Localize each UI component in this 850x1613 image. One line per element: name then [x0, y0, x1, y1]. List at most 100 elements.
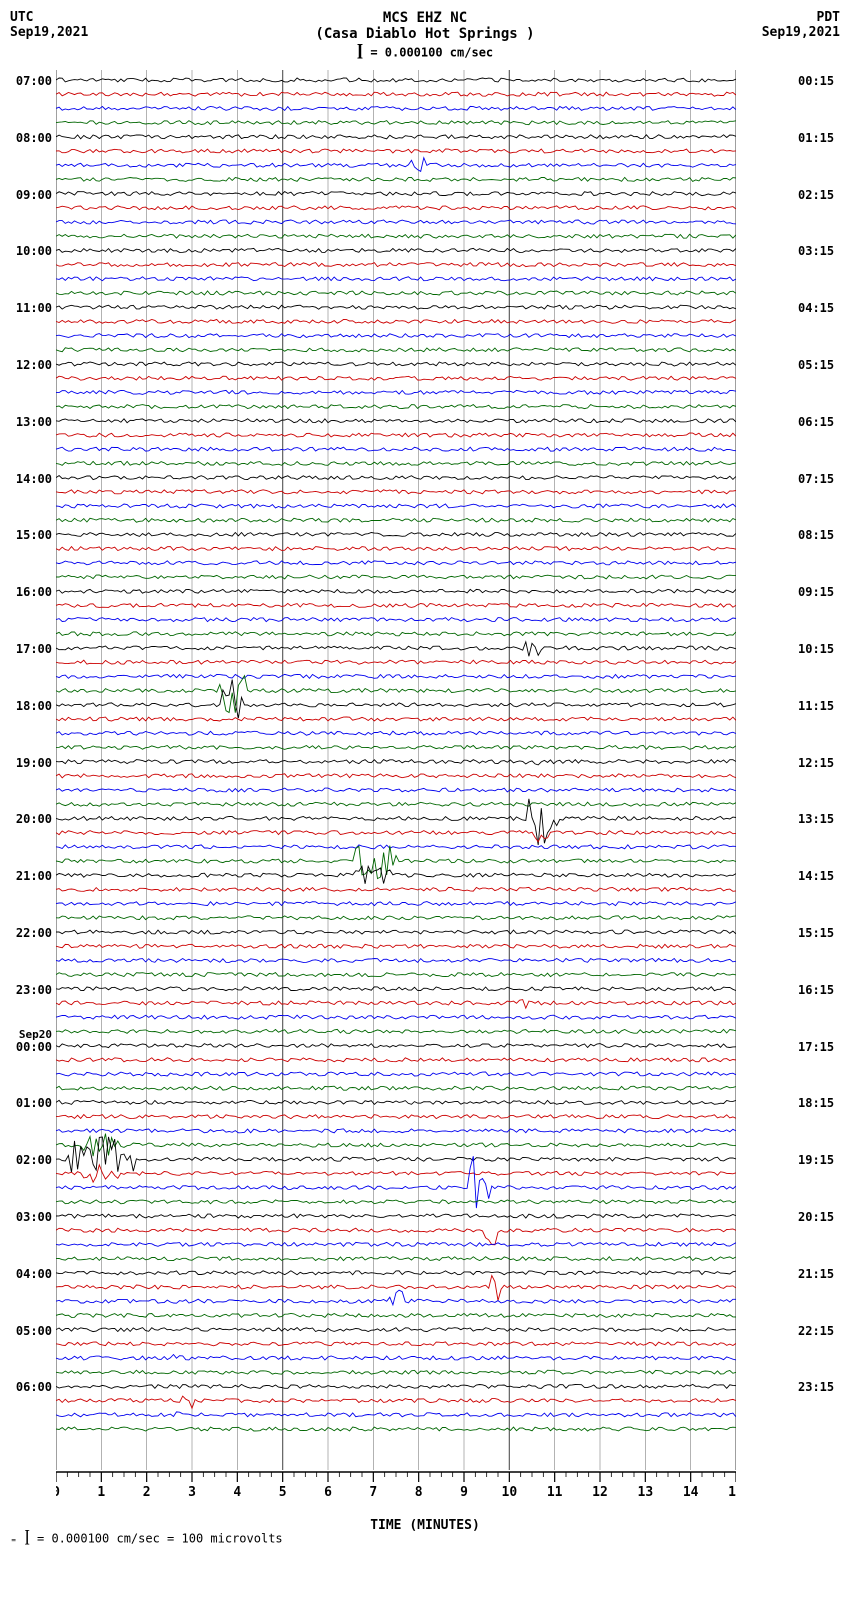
svg-text:5: 5 [279, 1485, 287, 1500]
trace-line [56, 632, 736, 636]
trace-line [56, 902, 736, 906]
trace-line [56, 1015, 736, 1019]
left-hour-label: 09:00 [10, 188, 52, 202]
trace-line [56, 717, 736, 721]
trace-line [56, 447, 736, 451]
trace-line [56, 680, 736, 718]
trace-line [56, 1115, 736, 1119]
right-hour-label: 06:15 [798, 415, 840, 429]
trace-line [56, 1044, 736, 1048]
trace-line [56, 959, 736, 963]
right-hour-label: 10:15 [798, 642, 840, 656]
left-hour-label: 19:00 [10, 756, 52, 770]
right-hour-label: 18:15 [798, 1096, 840, 1110]
trace-line [56, 362, 736, 366]
trace-line [56, 390, 736, 394]
header-center: MCS EHZ NC (Casa Diablo Hot Springs ) I … [90, 10, 760, 62]
trace-line [56, 973, 736, 977]
x-axis-label: TIME (MINUTES) [56, 1518, 794, 1533]
trace-line [56, 1165, 736, 1182]
right-hour-label: 02:15 [798, 188, 840, 202]
trace-line [56, 348, 736, 352]
left-time-labels: 07:0008:0009:0010:0011:0012:0013:0014:00… [10, 70, 52, 1470]
left-hour-label: 05:00 [10, 1324, 52, 1338]
svg-text:3: 3 [188, 1485, 196, 1500]
trace-line [56, 944, 736, 948]
trace-line [56, 533, 736, 537]
right-hour-label: 04:15 [798, 301, 840, 315]
trace-line [56, 674, 736, 678]
trace-line [56, 490, 736, 494]
trace-line [56, 1134, 736, 1157]
left-hour-label: 01:00 [10, 1096, 52, 1110]
left-hour-label: 14:00 [10, 472, 52, 486]
left-date-marker: Sep20 [10, 1028, 52, 1041]
trace-line [56, 1313, 736, 1317]
trace-line [56, 831, 736, 842]
trace-line [56, 1355, 736, 1361]
trace-line [56, 1384, 736, 1388]
left-hour-label: 11:00 [10, 301, 52, 315]
trace-line [56, 149, 736, 153]
svg-text:1: 1 [97, 1485, 105, 1500]
trace-line [56, 504, 736, 508]
left-hour-label: 20:00 [10, 812, 52, 826]
trace-line [56, 1086, 736, 1090]
right-hour-label: 11:15 [798, 699, 840, 713]
trace-line [56, 461, 736, 465]
left-hour-label: 12:00 [10, 358, 52, 372]
right-hour-label: 23:15 [798, 1380, 840, 1394]
trace-line [56, 1328, 736, 1332]
trace-line [56, 916, 736, 920]
trace-line [56, 248, 736, 252]
right-hour-label: 15:15 [798, 926, 840, 940]
left-hour-label: 02:00 [10, 1153, 52, 1167]
trace-line [56, 476, 736, 480]
svg-text:0: 0 [56, 1485, 60, 1500]
left-hour-label: 00:00 [10, 1040, 52, 1054]
right-hour-label: 07:15 [798, 472, 840, 486]
left-hour-label: 13:00 [10, 415, 52, 429]
scale-icon: I [357, 40, 363, 65]
right-hour-label: 09:15 [798, 585, 840, 599]
trace-line [56, 106, 736, 110]
trace-line [56, 788, 736, 792]
title-line1: MCS EHZ NC [90, 10, 760, 26]
scale-text: = 0.000100 cm/sec [363, 46, 493, 60]
trace-line [56, 575, 736, 579]
trace-line [56, 291, 736, 295]
trace-line [56, 845, 736, 849]
trace-line [56, 518, 736, 522]
plot-container: 07:0008:0009:0010:0011:0012:0013:0014:00… [10, 70, 840, 1470]
trace-line [56, 1271, 736, 1275]
trace-line [56, 1137, 736, 1173]
left-date-label: Sep19,2021 [10, 25, 90, 40]
trace-line [56, 334, 736, 338]
svg-text:8: 8 [415, 1485, 423, 1500]
left-hour-label: 07:00 [10, 74, 52, 88]
scale-info: I = 0.000100 cm/sec [90, 44, 760, 62]
trace-line [56, 676, 736, 713]
svg-text:10: 10 [502, 1485, 518, 1500]
trace-line [56, 158, 736, 172]
svg-text:11: 11 [547, 1485, 563, 1500]
trace-line [56, 277, 736, 281]
trace-line [56, 206, 736, 210]
trace-line [56, 561, 736, 565]
svg-text:7: 7 [369, 1485, 377, 1500]
trace-line [56, 433, 736, 437]
right-hour-label: 22:15 [798, 1324, 840, 1338]
left-hour-label: 21:00 [10, 869, 52, 883]
footer-prefix: ₌ [10, 1532, 24, 1546]
trace-line [56, 802, 736, 806]
trace-line [56, 319, 736, 323]
trace-line [56, 1290, 736, 1305]
trace-line [56, 263, 736, 267]
trace-line [56, 589, 736, 593]
trace-line [56, 1000, 736, 1009]
trace-line [56, 1396, 736, 1408]
trace-line [56, 1072, 736, 1076]
trace-line [56, 1058, 736, 1062]
left-hour-label: 06:00 [10, 1380, 52, 1394]
right-hour-label: 20:15 [798, 1210, 840, 1224]
